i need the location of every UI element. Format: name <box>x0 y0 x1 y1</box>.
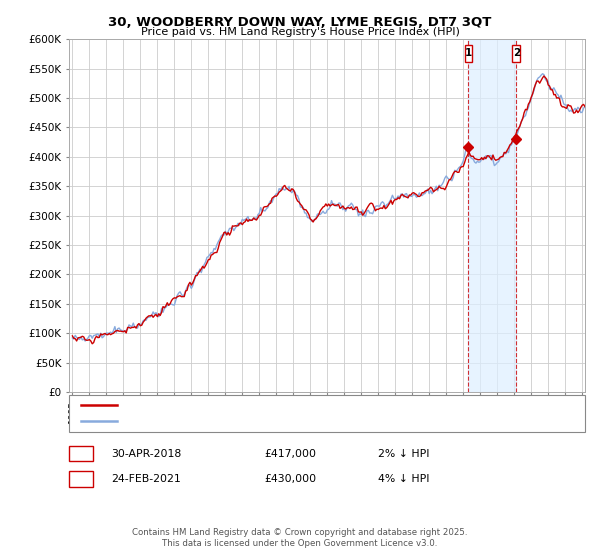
Text: 30-APR-2018: 30-APR-2018 <box>111 449 181 459</box>
Text: Price paid vs. HM Land Registry's House Price Index (HPI): Price paid vs. HM Land Registry's House … <box>140 27 460 37</box>
Text: HPI: Average price, detached house, Dorset: HPI: Average price, detached house, Dors… <box>123 416 341 426</box>
Text: 24-FEB-2021: 24-FEB-2021 <box>111 474 181 484</box>
Text: 1: 1 <box>77 449 85 459</box>
Text: 2% ↓ HPI: 2% ↓ HPI <box>378 449 430 459</box>
Text: 4% ↓ HPI: 4% ↓ HPI <box>378 474 430 484</box>
Text: Contains HM Land Registry data © Crown copyright and database right 2025.
This d: Contains HM Land Registry data © Crown c… <box>132 528 468 548</box>
Bar <box>469 39 516 392</box>
Bar <box>512 45 520 62</box>
Bar <box>464 45 472 62</box>
Text: 1: 1 <box>465 48 472 58</box>
Text: 2: 2 <box>77 474 85 484</box>
Text: £417,000: £417,000 <box>264 449 316 459</box>
Text: 30, WOODBERRY DOWN WAY, LYME REGIS, DT7 3QT (detached house): 30, WOODBERRY DOWN WAY, LYME REGIS, DT7 … <box>123 400 473 410</box>
Text: 30, WOODBERRY DOWN WAY, LYME REGIS, DT7 3QT: 30, WOODBERRY DOWN WAY, LYME REGIS, DT7 … <box>109 16 491 29</box>
Text: £430,000: £430,000 <box>264 474 316 484</box>
Text: 2: 2 <box>512 48 520 58</box>
